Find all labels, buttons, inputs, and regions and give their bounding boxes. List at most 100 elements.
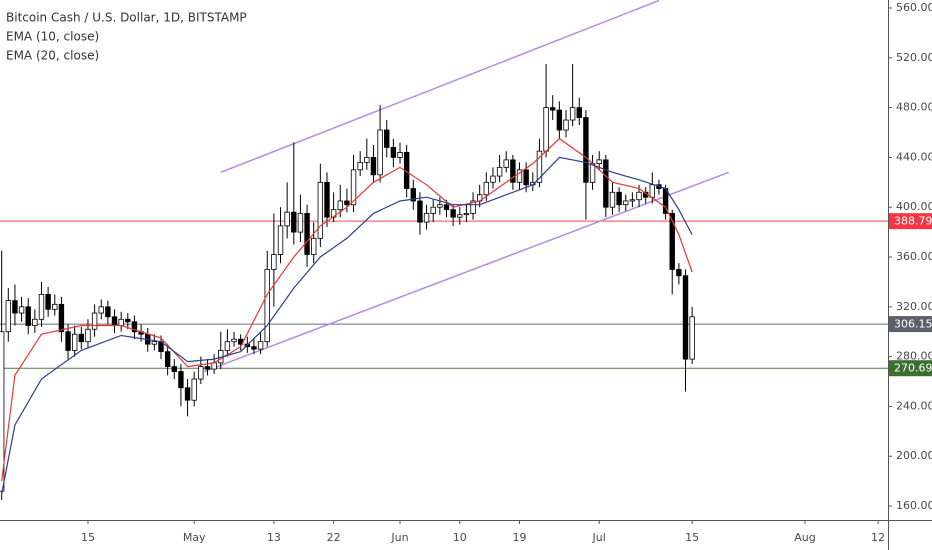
candle-body (609, 191, 616, 208)
candle-body (277, 225, 284, 255)
x-tick-label: 22 (327, 531, 341, 544)
candle-body (543, 107, 549, 152)
x-tick-label: Jul (592, 531, 606, 544)
candle-body (324, 181, 330, 218)
x-tick-label: 10 (453, 531, 467, 544)
candle-body (297, 213, 304, 233)
candle-body (251, 346, 257, 350)
candle-body (317, 181, 324, 239)
x-tick-label: May (183, 531, 206, 544)
candle-body (284, 211, 290, 227)
candle-body (12, 300, 18, 314)
x-tick-label: Jun (390, 531, 408, 544)
candle-body (689, 316, 695, 360)
candle-body (257, 341, 264, 350)
ema-line (1, 156, 693, 494)
candle-body (390, 147, 397, 158)
candle-body (32, 318, 38, 326)
price-label: 388.79 (894, 215, 932, 228)
y-tick-label: 480.00 (896, 101, 932, 114)
candle-body (682, 275, 689, 360)
price-label: 270.69 (894, 362, 932, 375)
y-tick-label: 520.00 (896, 51, 932, 64)
candle-body (164, 351, 171, 367)
candle-body (271, 254, 277, 270)
candle-body (264, 269, 270, 343)
candle-body (503, 159, 509, 168)
candle-body (523, 169, 529, 186)
candle-body (231, 338, 237, 343)
y-tick-label: 200.00 (896, 449, 932, 462)
candle-body (211, 362, 217, 370)
candle-body (125, 318, 131, 323)
candle-body (443, 204, 450, 211)
candle-body (38, 293, 45, 320)
x-tick-label: 15 (81, 531, 95, 544)
candle-body (118, 318, 124, 326)
candle-body (463, 213, 470, 216)
candle-body (370, 156, 377, 176)
candle-body (563, 119, 569, 131)
candle-body (224, 341, 231, 351)
y-tick-label: 320.00 (896, 300, 932, 313)
ema-line (1, 137, 693, 482)
candle-body (410, 188, 416, 202)
candle-body (450, 209, 456, 218)
candle-body (377, 129, 383, 176)
candle-body (636, 191, 642, 201)
candle-body (18, 306, 25, 314)
candle-body (52, 303, 58, 310)
candle-body (496, 166, 503, 177)
candle-body (65, 331, 71, 351)
candle-body (536, 150, 543, 183)
candle-body (417, 200, 423, 223)
candle-body (569, 107, 576, 121)
trendline (203, 171, 729, 373)
legend-entry: EMA (10, close) (6, 30, 99, 44)
candle-body (184, 387, 191, 401)
x-tick-label: 19 (513, 531, 527, 544)
candle-body (457, 214, 463, 218)
candle-body (596, 159, 602, 165)
chart-title: Bitcoin Cash / U.S. Dollar, 1D, BITSTAMP (6, 11, 247, 25)
candle-body (171, 366, 177, 372)
candle-body (616, 191, 622, 206)
candle-body (178, 371, 184, 389)
candle-body (516, 169, 523, 183)
candle-body (204, 366, 211, 370)
candle-body (191, 378, 197, 401)
candle-body (437, 204, 443, 208)
y-tick-label: 560.00 (896, 1, 932, 14)
candle-body (384, 129, 390, 148)
candle-body (589, 163, 596, 183)
y-tick-label: 440.00 (896, 150, 932, 163)
candle-body (556, 109, 563, 131)
y-tick-label: 400.00 (896, 200, 932, 213)
x-tick-label: 13 (267, 531, 281, 544)
candle-body (337, 200, 343, 211)
candle-body (483, 181, 490, 196)
candle-body (357, 161, 363, 171)
y-tick-label: 240.00 (896, 399, 932, 412)
candle-body (98, 306, 104, 314)
candle-body (58, 303, 65, 333)
candle-body (676, 269, 682, 277)
candle-body (550, 107, 556, 111)
candle-body (311, 237, 317, 255)
candle-body (45, 293, 51, 310)
candle-body (623, 200, 629, 206)
price-label-box (889, 360, 932, 377)
y-tick-label: 360.00 (896, 250, 932, 263)
candle-body (5, 300, 11, 333)
candle-body (669, 213, 675, 270)
candle-body (111, 316, 118, 326)
price-label-box (889, 316, 932, 333)
candle-body (470, 200, 476, 214)
candle-body (131, 321, 138, 333)
candle-body (629, 199, 636, 202)
candle-body (78, 333, 85, 343)
price-label-box (889, 213, 932, 230)
